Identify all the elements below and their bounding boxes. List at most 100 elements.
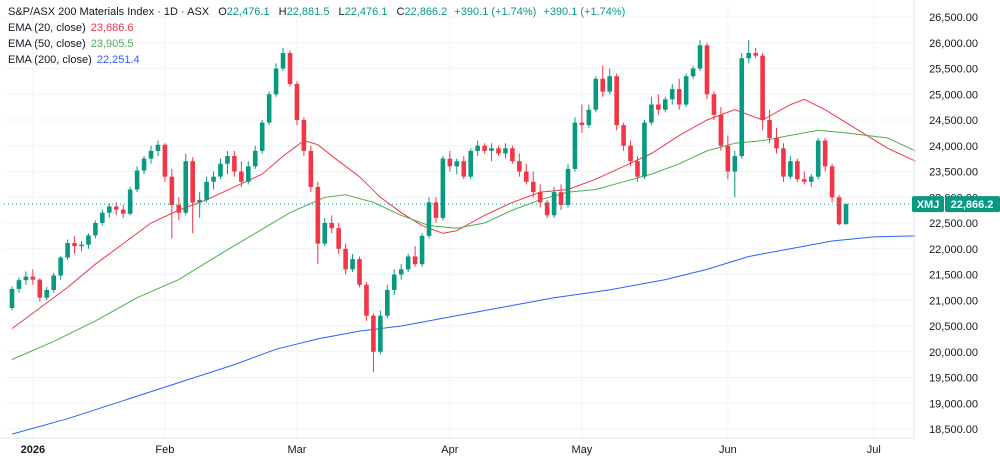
candle-body [544,202,550,216]
candle-body [93,223,98,236]
candle-body [79,244,84,247]
candle-body [781,148,786,177]
candle [642,120,647,180]
candle [294,81,300,126]
candle [426,197,432,239]
candle [829,163,835,203]
candle-body [621,125,626,146]
open-label: O [218,6,227,18]
candle-body [86,235,91,245]
candle [252,145,258,169]
candle-body [607,76,612,92]
candle [718,107,724,151]
candle-body [225,156,230,164]
candle-body [461,161,467,177]
close-value: 22,866.2 [404,6,448,18]
y-tick-label: 26,000.00 [929,38,978,50]
candle [218,158,223,180]
candle [169,168,175,239]
candle-body [517,161,522,172]
candle [739,53,745,159]
candle [225,150,230,175]
candle [621,122,626,151]
ema20-legend-row[interactable]: EMA (20, close) 23,686.6 [8,20,625,36]
candle-body [649,104,654,123]
symbol-title: S&P/ASX 200 Materials Index · 1D · ASX [8,6,210,18]
candle-body [510,148,515,162]
candle-body [419,235,425,265]
candle [669,83,675,105]
candle [246,161,251,185]
candle [148,145,154,164]
candle [336,223,341,254]
candle [781,143,786,182]
candle [385,284,390,319]
candle-body [232,156,237,172]
candle-body [190,161,195,203]
candle [475,140,480,157]
candle [572,117,578,172]
candle-body [663,99,668,110]
y-tick-label: 19,500.00 [929,373,978,385]
candle-body [426,202,432,236]
candle-body [294,83,300,120]
ema50-legend-row[interactable]: EMA (50, close) 23,905.5 [8,36,625,52]
candle [544,199,550,218]
candle [79,241,84,252]
candle [676,78,682,110]
candle-body [704,45,710,95]
y-tick-label: 22,000.00 [929,244,978,256]
candle [204,176,209,203]
candle [350,253,355,272]
candle [822,138,828,172]
candle-body [391,274,397,290]
ema200-label: EMA (200, close) [8,54,92,66]
candle-body [829,166,835,198]
candle [65,239,70,261]
candle-body [475,145,480,151]
candle [607,68,612,95]
candle-body [795,161,800,180]
ema20-label: EMA (20, close) [8,22,86,34]
candle-body [252,150,258,167]
change-value: +390.1 (+1.74%) [454,6,537,18]
candle-body [273,68,279,95]
high-value: 22,881.5 [286,6,330,18]
candle-body [259,122,265,151]
candle-body [468,150,473,177]
candle [517,153,522,177]
candle-body [482,145,487,151]
candle-body [329,223,334,229]
candle [162,143,168,182]
ema200-legend-row[interactable]: EMA (200, close) 22,251.4 [8,52,625,68]
candle [357,256,362,288]
candle-body [697,45,703,69]
candle-body [204,181,209,200]
low-value: 22,476.1 [344,6,388,18]
candle-body [656,104,661,110]
candle-body [767,120,772,139]
candle [343,243,348,275]
candle-body [579,122,585,126]
candle-body [113,206,119,210]
candle [100,209,105,226]
candle-body [690,68,696,77]
candle [690,65,696,79]
candle [586,104,592,128]
change-value-2: +390.1 (+1.74%) [543,6,626,18]
candle [433,197,439,223]
candle-body [739,58,745,157]
candle [558,184,564,211]
candle [461,156,467,180]
candle [232,150,237,177]
candle [635,156,640,182]
candle [51,272,56,293]
candle [656,94,661,115]
candle [30,269,36,285]
x-tick-label: Feb [155,444,174,456]
candle [412,246,418,267]
candle [37,278,43,302]
candle-body [343,248,348,270]
